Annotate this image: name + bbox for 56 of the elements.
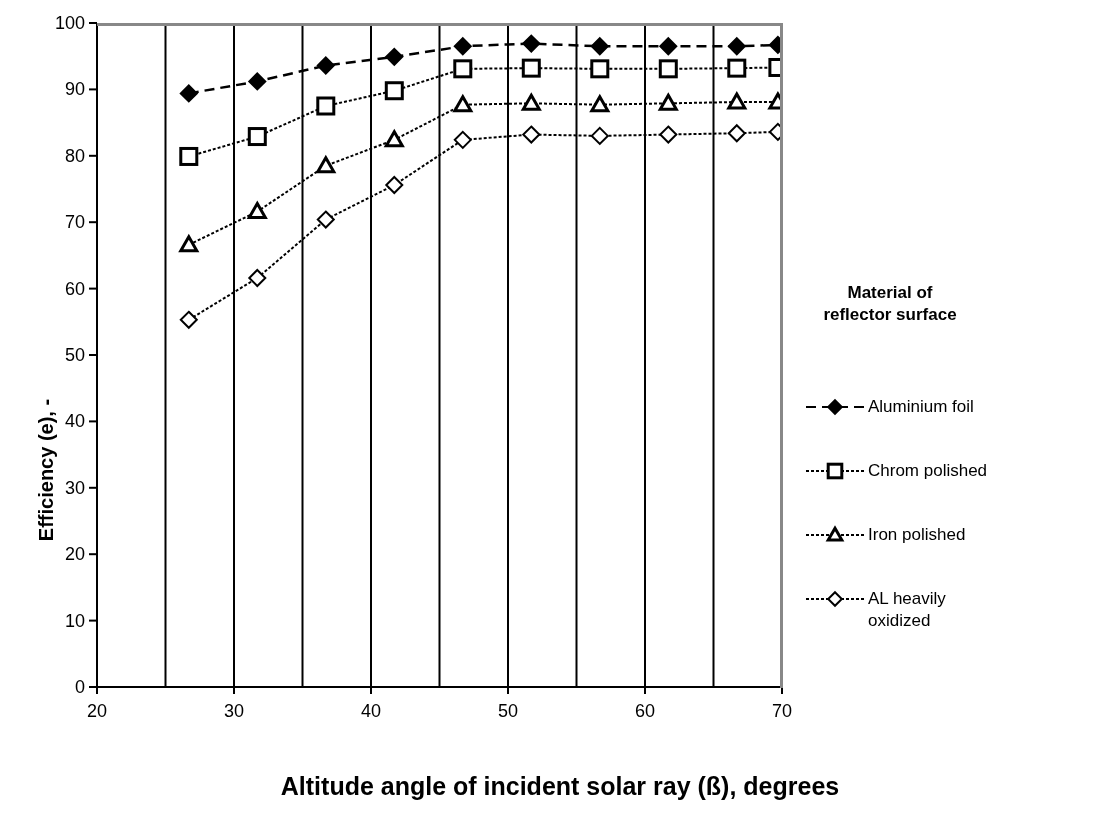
x-tick-label: 20 [86, 701, 108, 721]
y-tick-label: 80 [64, 145, 85, 166]
y-tick-label: 70 [64, 212, 85, 233]
point [316, 96, 336, 116]
point [316, 156, 336, 174]
point [522, 125, 541, 144]
point [248, 72, 267, 91]
y-tick-label: 10 [64, 610, 85, 631]
legend-label: Chrom polished [868, 460, 989, 482]
x-tick-label: 60 [634, 701, 656, 721]
legend-label: Aluminium foil [868, 396, 975, 418]
point [384, 130, 404, 148]
point [179, 146, 199, 166]
legend-label: Iron polished [868, 524, 967, 546]
y-axis-title: Efficiency (e), - [34, 398, 58, 542]
x-tick-label: 30 [223, 701, 245, 721]
y-tick-label: 60 [64, 278, 85, 299]
x-tick-label: 50 [497, 701, 519, 721]
y-tick-label: 100 [54, 13, 85, 33]
point [590, 37, 609, 56]
point [179, 84, 198, 103]
point [247, 202, 267, 220]
point [453, 130, 472, 149]
point [658, 93, 678, 111]
point [316, 56, 335, 75]
x-axis-title: Altitude angle of incident solar ray (ß), degrees [279, 772, 841, 801]
point [727, 124, 746, 143]
point [659, 37, 678, 56]
point [521, 58, 541, 78]
point [384, 81, 404, 101]
point [453, 95, 473, 113]
point [659, 125, 678, 144]
point [658, 59, 678, 79]
x-tick-label: 70 [771, 701, 793, 721]
point [453, 37, 472, 56]
point [590, 126, 609, 145]
point [522, 34, 541, 53]
y-tick-label: 40 [64, 411, 85, 432]
y-tick-label: 30 [64, 477, 85, 498]
legend-label: AL heavily oxidized [868, 588, 947, 632]
y-tick-label: 20 [64, 544, 85, 565]
point [521, 93, 541, 111]
y-tick-label: 90 [64, 79, 85, 100]
point [179, 235, 199, 253]
point [590, 95, 610, 113]
point [453, 59, 473, 79]
point [727, 92, 747, 110]
point [727, 37, 746, 56]
point [385, 47, 404, 66]
y-tick-label: 50 [64, 345, 85, 365]
y-tick-label: 0 [74, 677, 85, 697]
point [247, 127, 267, 147]
point [727, 58, 747, 78]
point [590, 59, 610, 79]
x-tick-label: 40 [360, 701, 382, 721]
legend-title: Material of reflector surface [822, 282, 958, 326]
